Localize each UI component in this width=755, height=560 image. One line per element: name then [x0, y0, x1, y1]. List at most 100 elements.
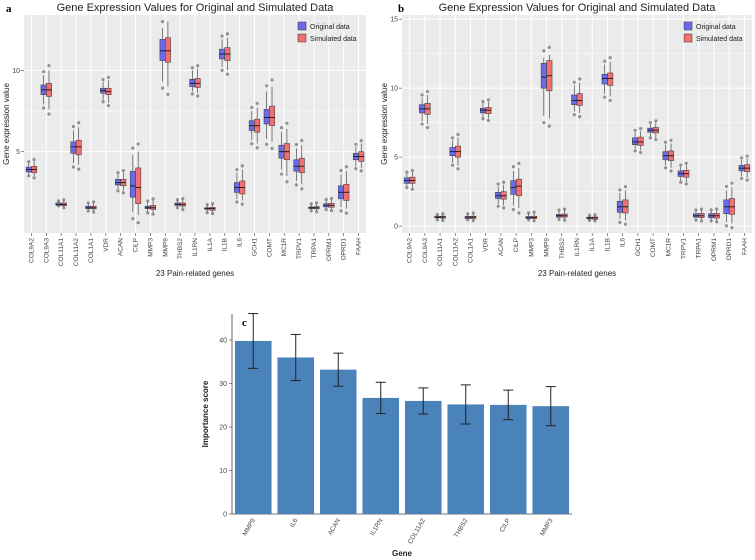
box-original-data: [677, 163, 684, 184]
box-simulated-data: [439, 212, 446, 223]
outlier-point: [730, 226, 734, 230]
x-tick-label: MMP3: [539, 517, 555, 537]
outlier-point: [136, 142, 140, 146]
x-tick-label: TRPA1: [696, 238, 703, 259]
outlier-point: [151, 197, 155, 201]
outlier-point: [175, 206, 180, 210]
outlier-point: [181, 196, 185, 201]
x-tick-label: COL9A3: [422, 238, 429, 263]
outlier-point: [639, 150, 643, 155]
outlier-point: [517, 161, 521, 165]
box-body: [515, 178, 522, 196]
box-original-data: [40, 70, 47, 110]
y-axis-label: Gene expression value: [380, 83, 389, 165]
outlier-point: [587, 213, 592, 217]
x-tick-label: IL1RN: [192, 238, 199, 257]
outlier-point: [466, 212, 470, 216]
chart-title: Gene Expression Values for Original and …: [57, 2, 335, 14]
outlier-point: [730, 181, 734, 185]
box-original-data: [352, 142, 359, 171]
x-tick-label: OPRM1: [326, 238, 333, 262]
outlier-point: [623, 184, 627, 189]
outlier-point: [270, 146, 274, 151]
outlier-point: [517, 211, 521, 215]
outlier-point: [354, 142, 358, 147]
outlier-point: [309, 209, 313, 213]
x-tick-label: IL1B: [222, 238, 229, 251]
box-simulated-data: [500, 180, 507, 210]
box-simulated-data: [90, 200, 97, 214]
outlier-point: [511, 165, 515, 169]
outlier-point: [250, 142, 254, 146]
outlier-point: [285, 180, 289, 184]
outlier-point: [450, 136, 455, 140]
x-tick-label: OPRM1: [711, 238, 718, 262]
bar-mmp9: [234, 340, 272, 514]
legend-swatch: [297, 21, 307, 31]
outlier-point: [608, 56, 612, 60]
outlier-point: [420, 122, 424, 126]
outlier-point: [116, 171, 120, 175]
x-tick-label: IL1RN: [369, 517, 384, 537]
box-simulated-data: [576, 77, 583, 119]
y-tick-label: 10: [219, 468, 227, 475]
outlier-point: [136, 221, 140, 225]
box-original-data: [632, 128, 639, 153]
outlier-point: [441, 218, 445, 223]
outlier-point: [456, 132, 460, 137]
bar-acan: [319, 369, 357, 514]
outlier-point: [745, 154, 749, 158]
outlier-point: [639, 126, 643, 131]
box-simulated-data: [622, 184, 629, 226]
outlier-point: [42, 70, 46, 74]
outlier-point: [196, 94, 200, 98]
outlier-point: [618, 220, 622, 224]
box-body: [263, 109, 270, 125]
outlier-point: [175, 198, 180, 202]
box-simulated-data: [254, 101, 261, 150]
box-original-data: [693, 208, 699, 222]
outlier-point: [618, 188, 622, 192]
box-simulated-data: [652, 119, 659, 142]
outlier-point: [225, 32, 230, 36]
outlier-point: [441, 212, 445, 216]
y-tick-label: 15: [390, 17, 398, 24]
outlier-point: [329, 196, 334, 201]
x-tick-label: VDR: [103, 238, 110, 252]
outlier-point: [578, 115, 582, 119]
box-simulated-data: [470, 211, 477, 223]
outlier-point: [699, 219, 704, 223]
y-tick-label: 10: [12, 68, 20, 75]
outlier-point: [663, 140, 668, 144]
y-tick-label: 0: [394, 224, 398, 231]
outlier-point: [62, 206, 66, 210]
box-body: [298, 157, 305, 174]
outlier-point: [435, 218, 439, 222]
box-original-data: [25, 160, 32, 178]
x-tick-label: TRPV1: [296, 238, 303, 259]
box-simulated-data: [728, 181, 735, 230]
box-simulated-data: [269, 78, 275, 151]
box-simulated-data: [209, 201, 216, 216]
outlier-point: [578, 77, 582, 81]
box-body: [129, 170, 136, 198]
outlier-point: [151, 212, 155, 216]
chart-title: Gene Expression Values for Original and …: [439, 2, 717, 14]
outlier-point: [654, 119, 658, 123]
outlier-point: [709, 219, 713, 223]
box-original-data: [479, 100, 486, 121]
outlier-point: [471, 219, 475, 223]
outlier-point: [344, 165, 348, 169]
x-tick-label: ACAN: [498, 238, 505, 256]
panel-label: b: [398, 3, 404, 15]
outlier-point: [557, 208, 561, 212]
legend-swatch: [683, 21, 693, 31]
outlier-point: [210, 212, 215, 216]
outlier-point: [724, 184, 729, 189]
x-tick-label: MC1R: [665, 238, 672, 257]
outlier-point: [131, 146, 135, 150]
outlier-point: [486, 98, 491, 102]
bar-chart-panel-c: c 0 10 20 30 40 MMP9 IL6 ACAN IL1RN COL11A2 THBS2 CI…: [201, 313, 572, 558]
outlier-point: [724, 224, 729, 228]
outlier-point: [160, 86, 165, 90]
